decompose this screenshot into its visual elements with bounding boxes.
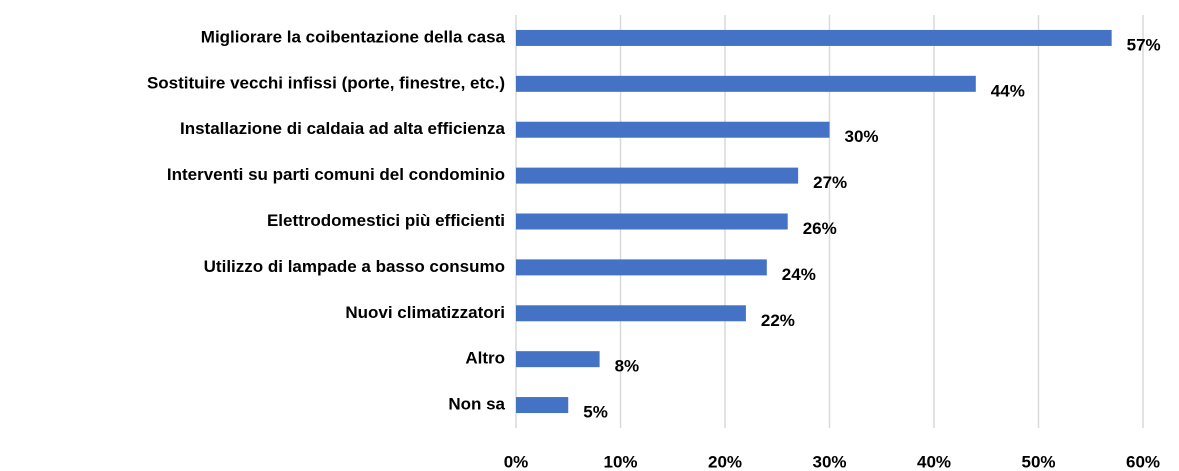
value-label: 57% bbox=[1127, 35, 1161, 54]
y-tick-label: Migliorare la coibentazione della casa bbox=[201, 27, 506, 46]
value-label: 24% bbox=[782, 265, 816, 284]
value-label: 44% bbox=[991, 81, 1025, 100]
y-tick-label: Interventi su parti comuni del condomini… bbox=[167, 165, 505, 184]
x-tick-label: 60% bbox=[1126, 452, 1160, 471]
x-tick-label: 0% bbox=[504, 452, 529, 471]
bar bbox=[516, 121, 830, 138]
bar bbox=[516, 397, 569, 414]
bar bbox=[516, 167, 799, 184]
bar bbox=[516, 29, 1112, 46]
y-tick-label: Elettrodomestici più efficienti bbox=[267, 211, 505, 230]
value-label: 5% bbox=[583, 403, 608, 422]
x-tick-label: 30% bbox=[812, 452, 846, 471]
y-tick-label: Sostituire vecchi infissi (porte, finest… bbox=[147, 73, 505, 92]
x-tick-label: 50% bbox=[1021, 452, 1055, 471]
bar bbox=[516, 351, 600, 368]
value-label: 26% bbox=[803, 219, 837, 238]
y-tick-label: Altro bbox=[465, 349, 505, 368]
y-tick-label: Utilizzo di lampade a basso consumo bbox=[204, 257, 505, 276]
y-tick-label: Non sa bbox=[448, 395, 505, 414]
x-tick-label: 20% bbox=[708, 452, 742, 471]
bar bbox=[516, 305, 746, 322]
bar bbox=[516, 259, 767, 276]
value-label: 30% bbox=[845, 127, 879, 146]
value-label: 8% bbox=[615, 357, 640, 376]
y-tick-label: Installazione di caldaia ad alta efficie… bbox=[180, 119, 506, 138]
value-label: 27% bbox=[813, 173, 847, 192]
bar bbox=[516, 213, 788, 230]
y-tick-label: Nuovi climatizzatori bbox=[345, 303, 505, 322]
x-tick-label: 10% bbox=[603, 452, 637, 471]
x-tick-label: 40% bbox=[917, 452, 951, 471]
value-label: 22% bbox=[761, 311, 795, 330]
bar bbox=[516, 75, 976, 92]
